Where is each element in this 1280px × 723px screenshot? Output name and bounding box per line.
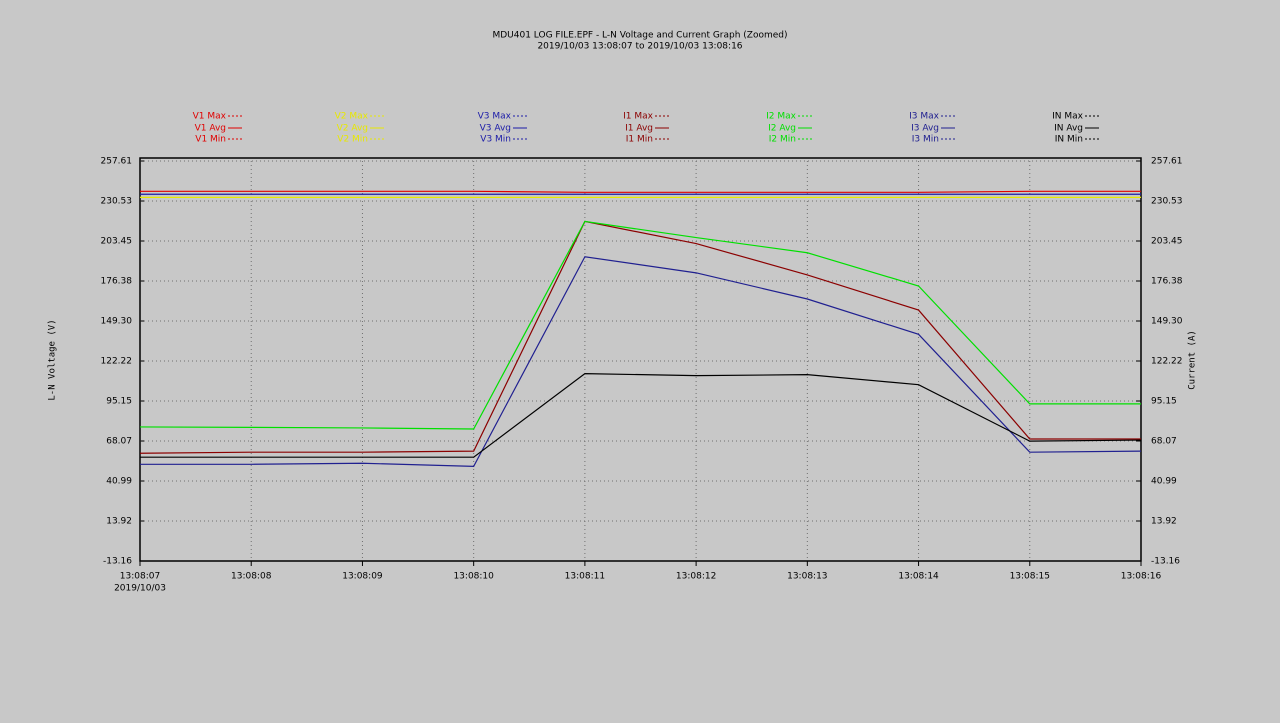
legend-entry: IN Max [1052, 112, 1084, 122]
y2-tick-label: 68.07 [1151, 437, 1177, 447]
x-tick-label: 13:08:10 [453, 572, 494, 582]
y2-tick-label: 95.15 [1151, 396, 1177, 406]
legend-entry: V2 Avg [337, 124, 368, 134]
series-line [139, 220, 1141, 430]
y2-axis-label: Current (A) [1188, 330, 1198, 390]
legend-entry: V1 Max [193, 112, 227, 122]
x-tick-label: 13:08:08 [231, 572, 272, 582]
x-tick-label: 13:08:07 [120, 572, 160, 582]
series-line [139, 220, 1141, 454]
series-line [140, 190, 1141, 193]
x-start-date: 2019/10/03 [114, 584, 166, 594]
legend-entry: I2 Max [766, 112, 797, 122]
y-tick-label: 176.38 [101, 276, 133, 286]
legend-entry: V3 Min [480, 135, 511, 145]
legend-entry: V1 Min [195, 135, 226, 145]
y2-tick-label: 203.45 [1151, 237, 1183, 247]
x-tick-label: 13:08:09 [342, 572, 383, 582]
y2-tick-label: 40.99 [1151, 477, 1177, 487]
chart-subtitle: 2019/10/03 13:08:07 to 2019/10/03 13:08:… [537, 42, 742, 52]
y-tick-label: 40.99 [106, 477, 132, 487]
y-tick-label: 149.30 [101, 317, 133, 327]
y2-tick-label: 149.30 [1151, 317, 1183, 327]
y2-tick-label: 122.22 [1151, 357, 1183, 367]
y-tick-label: 68.07 [106, 437, 132, 447]
legend-entry: IN Min [1055, 135, 1083, 145]
x-tick-label: 13:08:13 [787, 572, 827, 582]
plot-frame [139, 157, 1142, 562]
chart-title: MDU401 LOG FILE.EPF - L-N Voltage and Cu… [492, 31, 787, 41]
y-tick-label: 257.61 [101, 157, 133, 167]
y2-tick-label: 257.61 [1151, 157, 1183, 167]
x-tick-label: 13:08:15 [1010, 572, 1050, 582]
y2-tick-label: -13.16 [1151, 557, 1180, 567]
legend-entry: V2 Min [337, 135, 368, 145]
legend-entry: V1 Avg [195, 124, 226, 134]
x-tick-label: 13:08:16 [1121, 572, 1162, 582]
legend-entry: I3 Min [912, 135, 939, 145]
y-tick-label: 122.22 [101, 357, 133, 367]
legend-entry: I3 Avg [911, 124, 939, 134]
legend-entry: V3 Max [478, 112, 512, 122]
y2-tick-label: 13.92 [1151, 516, 1177, 526]
y2-tick-label: 230.53 [1151, 197, 1183, 207]
x-tick-label: 13:08:12 [676, 572, 716, 582]
y2-tick-label: 176.38 [1151, 276, 1183, 286]
y-tick-label: 203.45 [101, 237, 133, 247]
y-tick-label: 230.53 [101, 197, 133, 207]
x-tick-label: 13:08:11 [565, 572, 605, 582]
series-line [140, 372, 1142, 458]
legend-entry: I1 Min [626, 135, 653, 145]
y-tick-label: 13.92 [106, 516, 132, 526]
x-tick-label: 13:08:14 [898, 572, 939, 582]
legend-entry: I2 Avg [768, 124, 796, 134]
legend-entry: V3 Avg [480, 124, 511, 134]
y-axis-label: L-N Voltage (V) [48, 319, 58, 400]
legend-entry: IN Avg [1054, 124, 1083, 134]
y-tick-label: -13.16 [103, 557, 132, 567]
legend-entry: I1 Avg [625, 124, 653, 134]
legend-entry: I2 Min [769, 135, 796, 145]
y-tick-label: 95.15 [106, 396, 132, 406]
legend-entry: I3 Max [909, 112, 940, 122]
legend-entry: V2 Max [335, 112, 369, 122]
series-line [140, 256, 1142, 467]
legend-entry: I1 Max [623, 112, 654, 122]
